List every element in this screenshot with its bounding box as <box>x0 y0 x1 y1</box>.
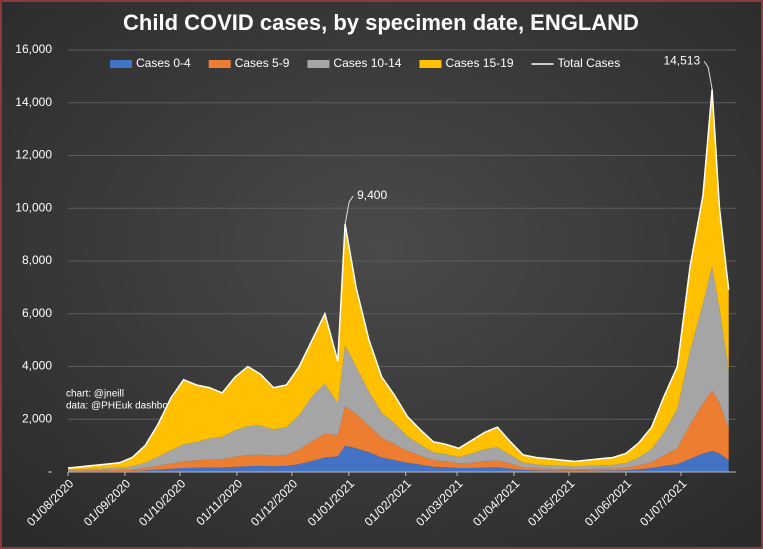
legend-label: Cases 10-14 <box>333 56 401 70</box>
total-line <box>67 89 730 469</box>
legend-swatch <box>307 60 330 68</box>
area <box>68 89 729 470</box>
legend-item: Cases 0-4 <box>110 56 191 70</box>
leader-line <box>344 195 354 225</box>
legend-item: Cases 5-9 <box>208 56 290 70</box>
y-tick-label: 6,000 <box>22 306 52 320</box>
annotation: 14,513 <box>663 53 700 67</box>
y-tick-label: 8,000 <box>22 253 52 267</box>
y-tick-label: 10,000 <box>15 200 52 214</box>
legend-swatch <box>419 60 442 68</box>
y-tick-label: 14,000 <box>15 95 52 109</box>
area <box>68 445 729 472</box>
legend-item: Total Cases <box>531 56 621 70</box>
legend-item: Cases 15-19 <box>419 56 514 70</box>
area <box>68 390 729 472</box>
y-tick-label: 16,000 <box>15 42 52 56</box>
legend-label: Cases 0-4 <box>136 56 191 70</box>
annotation: 9,400 <box>357 188 387 202</box>
legend-item: Cases 10-14 <box>307 56 402 70</box>
leader-line <box>703 60 713 90</box>
y-tick-label: 4,000 <box>22 359 52 373</box>
legend-label: Total Cases <box>558 56 621 70</box>
legend-swatch <box>110 60 132 68</box>
legend-label: Cases 5-9 <box>235 56 290 70</box>
y-tick-label: 12,000 <box>15 148 52 162</box>
legend-swatch <box>208 60 231 68</box>
y-tick-label: - <box>48 464 52 478</box>
area <box>68 266 729 471</box>
chart-title: Child COVID cases, by specimen date, ENG… <box>123 10 639 35</box>
y-tick-label: 2,000 <box>22 411 52 425</box>
note: chart: @jneill <box>66 389 124 400</box>
legend-label: Cases 15-19 <box>445 56 513 70</box>
note: data: @PHEuk dashboard <box>66 401 182 412</box>
